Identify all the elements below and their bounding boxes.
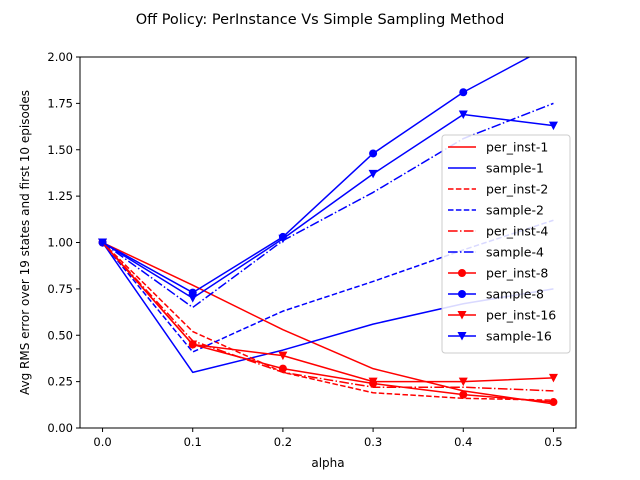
y-tick-label: 1.50 [47,143,73,157]
legend-label: sample-2 [486,203,544,218]
legend-label: sample-1 [486,161,544,176]
legend-entry: per_inst-2 [448,182,548,197]
data-point [278,364,287,373]
legend-entry: sample-4 [448,245,544,260]
data-point [368,377,378,387]
legend-entry: per_inst-8 [448,266,548,281]
data-point [459,390,468,399]
legend-entry: sample-16 [448,329,552,344]
x-axis-label: alpha [311,456,344,470]
data-point [98,238,108,247]
data-point [548,121,558,131]
data-point [548,373,558,383]
x-tick-label: 0.5 [544,435,562,449]
series-per_inst-1 [102,241,554,405]
series-line-per_inst-1 [102,241,554,405]
data-point [459,88,468,97]
y-axis-label: Avg RMS error over 19 states and first 1… [18,90,32,395]
legend-label: per_inst-16 [486,308,556,323]
data-point [369,149,378,158]
y-tick-label: 0.75 [47,282,73,296]
x-tick-label: 0.4 [454,435,472,449]
legend-label: per_inst-1 [486,140,548,155]
legend-label: sample-16 [486,329,552,344]
data-point [278,234,288,244]
x-tick-label: 0.1 [184,435,202,449]
series-line-per_inst-2 [102,241,554,401]
y-tick-label: 0.50 [47,328,73,342]
x-tick-label: 0.2 [274,435,292,449]
series-per_inst-2 [102,241,554,401]
data-point [188,294,198,303]
y-tick-label: 1.75 [47,96,73,110]
legend-marker [458,269,466,277]
data-point [458,377,468,387]
legend-entry: sample-2 [448,203,544,218]
series-per_inst-16 [98,238,558,387]
y-tick-label: 2.00 [47,50,73,64]
legend-entry: per_inst-16 [448,308,556,323]
data-point [549,398,558,407]
axis-ticks: 0.0 0.1 0.2 0.3 0.4 0.5 0.00 0.25 0.50 0.75 1.00 1.… [47,50,562,449]
legend-label: sample-4 [486,245,544,260]
legend-entry: per_inst-4 [448,224,548,239]
legend-label: per_inst-2 [486,182,548,197]
legend-marker [457,311,467,320]
series-line-sample-4 [102,102,554,309]
y-tick-label: 1.25 [47,189,73,203]
series-line-sample-16 [102,113,554,299]
x-tick-label: 0.3 [364,435,382,449]
plot-area [98,40,558,407]
data-point [458,110,468,120]
y-tick-label: 0.00 [47,421,73,435]
y-tick-label: 1.00 [47,236,73,250]
y-tick-label: 0.25 [47,375,73,389]
chart-title: Off Policy: PerInstance Vs Simple Sampli… [136,12,505,28]
legend: per_inst-1 sample-1 per_inst-2 sample-2 per_… [441,134,571,354]
series-line-per_inst-4 [101,241,554,392]
plot-frame [79,56,577,429]
data-point [368,169,378,179]
series-line-sample-8 [102,57,531,294]
legend-label: sample-8 [486,287,544,302]
legend-entry: sample-1 [448,161,544,176]
legend-label: per_inst-8 [486,266,548,281]
data-point [278,351,288,361]
series-sample-16 [98,110,558,303]
x-tick-label: 0.0 [93,435,111,449]
legend-label: per_inst-4 [486,224,548,239]
legend-entry: per_inst-1 [448,140,548,155]
series-line-per_inst-16 [101,242,554,383]
data-point [549,40,557,48]
series-per_inst-4 [101,241,554,392]
legend-marker [457,332,467,341]
series-sample-4 [102,102,554,309]
legend-entry: sample-8 [448,287,544,302]
legend-marker [458,290,466,298]
data-point [188,340,198,350]
